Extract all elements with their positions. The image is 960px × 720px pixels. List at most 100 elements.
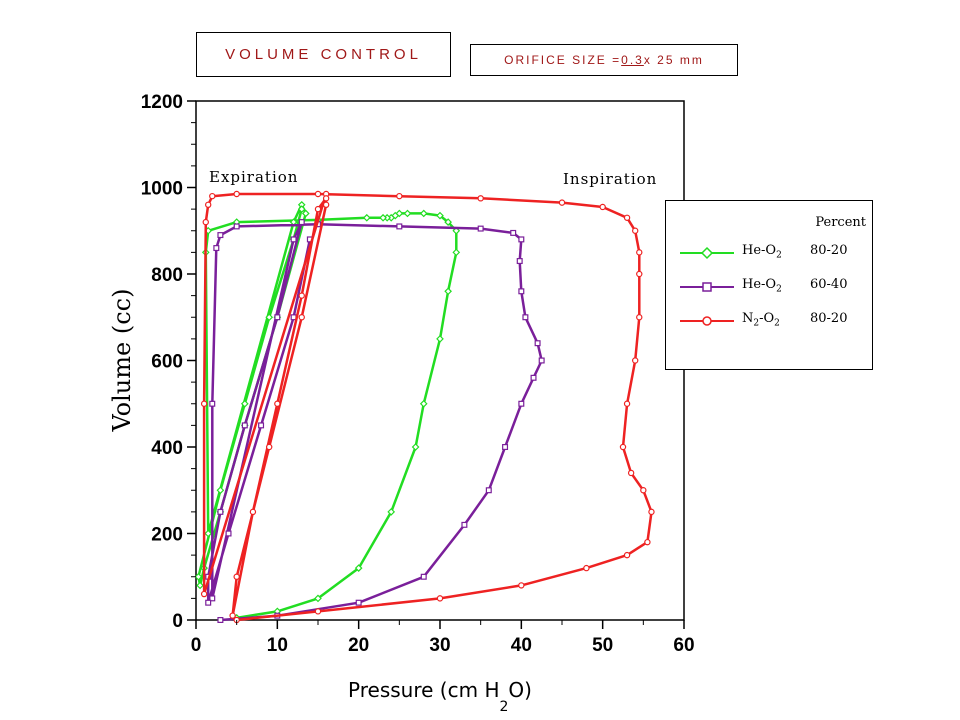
- legend-percent-he-o2-80-20: 80-20: [810, 243, 848, 258]
- series-2-point: [202, 218, 209, 226]
- series-2-point: [200, 590, 208, 598]
- x-axis-label-main: Pressure (cm H: [348, 678, 499, 702]
- series-1-point: [290, 236, 297, 243]
- volume-control-label: VOLUME CONTROL: [225, 46, 422, 63]
- series-0-point: [204, 529, 213, 538]
- series-0-point: [436, 211, 444, 220]
- y-tick-label-400: 400: [151, 438, 183, 459]
- series-1-point: [522, 314, 529, 321]
- series-2-point: [396, 192, 403, 200]
- series-0-point: [419, 209, 428, 218]
- series-2-point: [583, 564, 590, 572]
- series-0-point: [314, 594, 322, 603]
- series-0-point: [419, 399, 428, 408]
- legend-item-he-o2-60-40: He-O2 60-40: [678, 277, 868, 297]
- series-0-point: [194, 572, 203, 581]
- series-1-point: [213, 245, 220, 252]
- legend-item-n2-o2-80-20: N2-O2 80-20: [678, 311, 868, 331]
- legend-item-he-o2-80-20: He-O2 80-20: [678, 243, 868, 263]
- series-2-point: [274, 400, 281, 407]
- series-1-point: [485, 487, 492, 494]
- series-0-line: [197, 203, 458, 620]
- series-1-point: [225, 530, 232, 537]
- series-1-point: [477, 225, 484, 232]
- series-1-point: [510, 229, 517, 236]
- x-axis-label: Pressure (cm H2O): [348, 678, 532, 715]
- series-2-point: [229, 612, 236, 619]
- series-1-point: [355, 599, 362, 606]
- series-0-point: [444, 218, 452, 226]
- orifice-size-box: ORIFICE SIZE = 0.3 x 25 mm: [470, 44, 738, 76]
- series-1-point: [258, 422, 265, 429]
- series-2-point: [209, 192, 216, 200]
- series-2-point: [623, 214, 631, 221]
- series-0-point: [240, 399, 249, 408]
- series-2-point: [619, 443, 627, 451]
- annotation-inspiration: Inspiration: [563, 170, 657, 188]
- series-1-point: [538, 357, 545, 364]
- series-2-point: [322, 201, 330, 208]
- series-2-point: [636, 314, 643, 321]
- x-tick-label-0: 0: [191, 635, 202, 656]
- series-2-point: [623, 400, 631, 407]
- series-1-point: [274, 314, 281, 321]
- series-1-point: [420, 573, 427, 580]
- series-2-point: [314, 190, 322, 198]
- series-2-point: [266, 443, 273, 451]
- series-2-point: [314, 205, 322, 213]
- legend-swatch-he-o2-80-20: [680, 246, 734, 260]
- series-0-point: [196, 581, 204, 590]
- legend-header: Percent: [815, 215, 866, 230]
- series-1-point: [241, 422, 248, 429]
- y-axis-label: Volume (cc): [108, 289, 136, 433]
- series-1-point: [518, 236, 525, 243]
- series-2-line: [202, 192, 653, 622]
- series-2-point: [298, 292, 305, 299]
- x-tick-label-60: 60: [673, 635, 694, 656]
- series-0-point: [297, 205, 306, 213]
- series-2-point: [314, 608, 322, 615]
- series-0-point: [403, 209, 412, 218]
- series-1-point: [396, 223, 403, 230]
- series-1-point: [298, 219, 305, 226]
- series-2-point: [599, 203, 606, 211]
- series-1-point: [233, 223, 240, 230]
- series-1-point: [530, 374, 537, 381]
- series-0-point: [411, 443, 420, 451]
- legend-label-he-o2-80-20: He-O2: [742, 243, 782, 261]
- y-tick-label-200: 200: [151, 525, 183, 546]
- series-1-point: [518, 288, 525, 295]
- series-1-point: [502, 444, 509, 451]
- series-0-point: [379, 213, 387, 222]
- legend-percent-he-o2-60-40: 60-40: [810, 277, 848, 292]
- series-2-point: [233, 573, 240, 580]
- x-tick-label-40: 40: [511, 635, 532, 656]
- series-2-point: [623, 551, 631, 559]
- legend-label-n2-o2-80-20: N2-O2: [742, 311, 780, 329]
- series-2-point: [636, 270, 643, 278]
- series-2-point: [322, 195, 330, 202]
- orifice-value: 0.3: [621, 53, 644, 67]
- series-2-point: [298, 314, 305, 321]
- legend-swatch-he-o2-60-40: [680, 282, 734, 292]
- series-1-point: [217, 232, 224, 239]
- series-1-point: [534, 340, 541, 347]
- series-1-point: [516, 258, 523, 265]
- x-axis-label-sub: 2: [499, 699, 508, 715]
- series-2-point: [632, 227, 639, 234]
- series-layer: [194, 190, 655, 624]
- series-1-point: [461, 521, 468, 528]
- orifice-suffix: x 25 mm: [643, 53, 704, 67]
- series-0-point: [387, 508, 396, 516]
- x-tick-label-20: 20: [348, 635, 369, 656]
- x-axis-label-end: O): [508, 678, 532, 702]
- series-2-point: [436, 595, 444, 602]
- series-0-point: [362, 213, 371, 222]
- legend-label-he-o2-60-40: He-O2: [742, 277, 782, 295]
- series-1-point: [518, 400, 525, 407]
- series-2-point: [477, 195, 484, 202]
- x-tick-label-10: 10: [267, 635, 288, 656]
- series-1-point: [217, 616, 224, 623]
- series-0-point: [452, 248, 461, 257]
